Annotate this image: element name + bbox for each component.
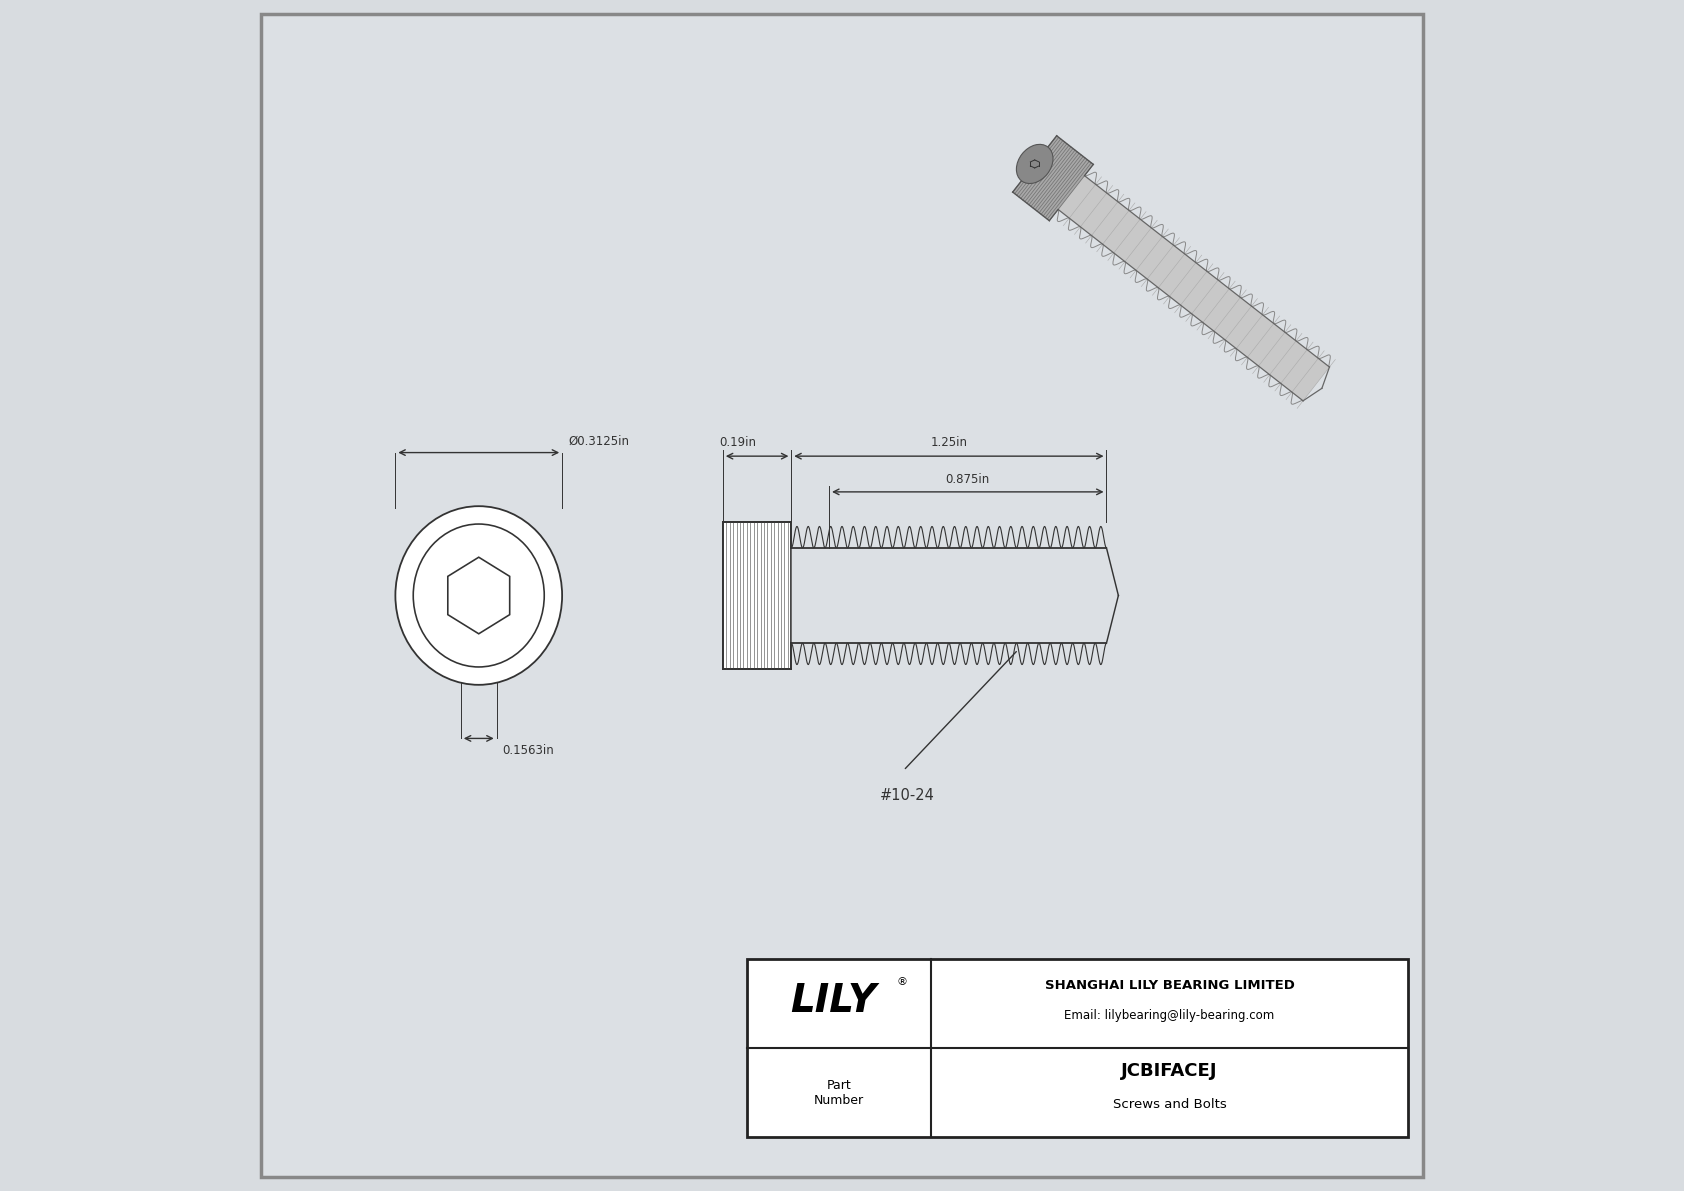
Bar — [746, 959, 1408, 1137]
Text: Email: lilybearing@lily-bearing.com: Email: lilybearing@lily-bearing.com — [1064, 1009, 1275, 1022]
Text: Part
Number: Part Number — [813, 1079, 864, 1106]
Text: SHANGHAI LILY BEARING LIMITED: SHANGHAI LILY BEARING LIMITED — [1044, 979, 1295, 992]
Text: Ø0.3125in: Ø0.3125in — [568, 435, 630, 448]
Polygon shape — [1058, 175, 1329, 401]
Ellipse shape — [1017, 144, 1052, 183]
Text: #10-24: #10-24 — [879, 788, 935, 804]
Text: 0.19in: 0.19in — [719, 436, 756, 449]
Text: ®: ® — [896, 977, 908, 987]
Text: LILY: LILY — [790, 983, 876, 1019]
Bar — [722, 522, 791, 669]
Text: 0.1563in: 0.1563in — [502, 744, 554, 757]
Text: JCBIFACEJ: JCBIFACEJ — [1122, 1062, 1218, 1080]
Text: Screws and Bolts: Screws and Bolts — [1113, 1098, 1226, 1111]
Text: 0.875in: 0.875in — [946, 473, 990, 486]
Polygon shape — [1012, 136, 1093, 220]
Ellipse shape — [396, 506, 562, 685]
Ellipse shape — [413, 524, 544, 667]
Text: 1.25in: 1.25in — [930, 436, 967, 449]
Polygon shape — [448, 557, 510, 634]
